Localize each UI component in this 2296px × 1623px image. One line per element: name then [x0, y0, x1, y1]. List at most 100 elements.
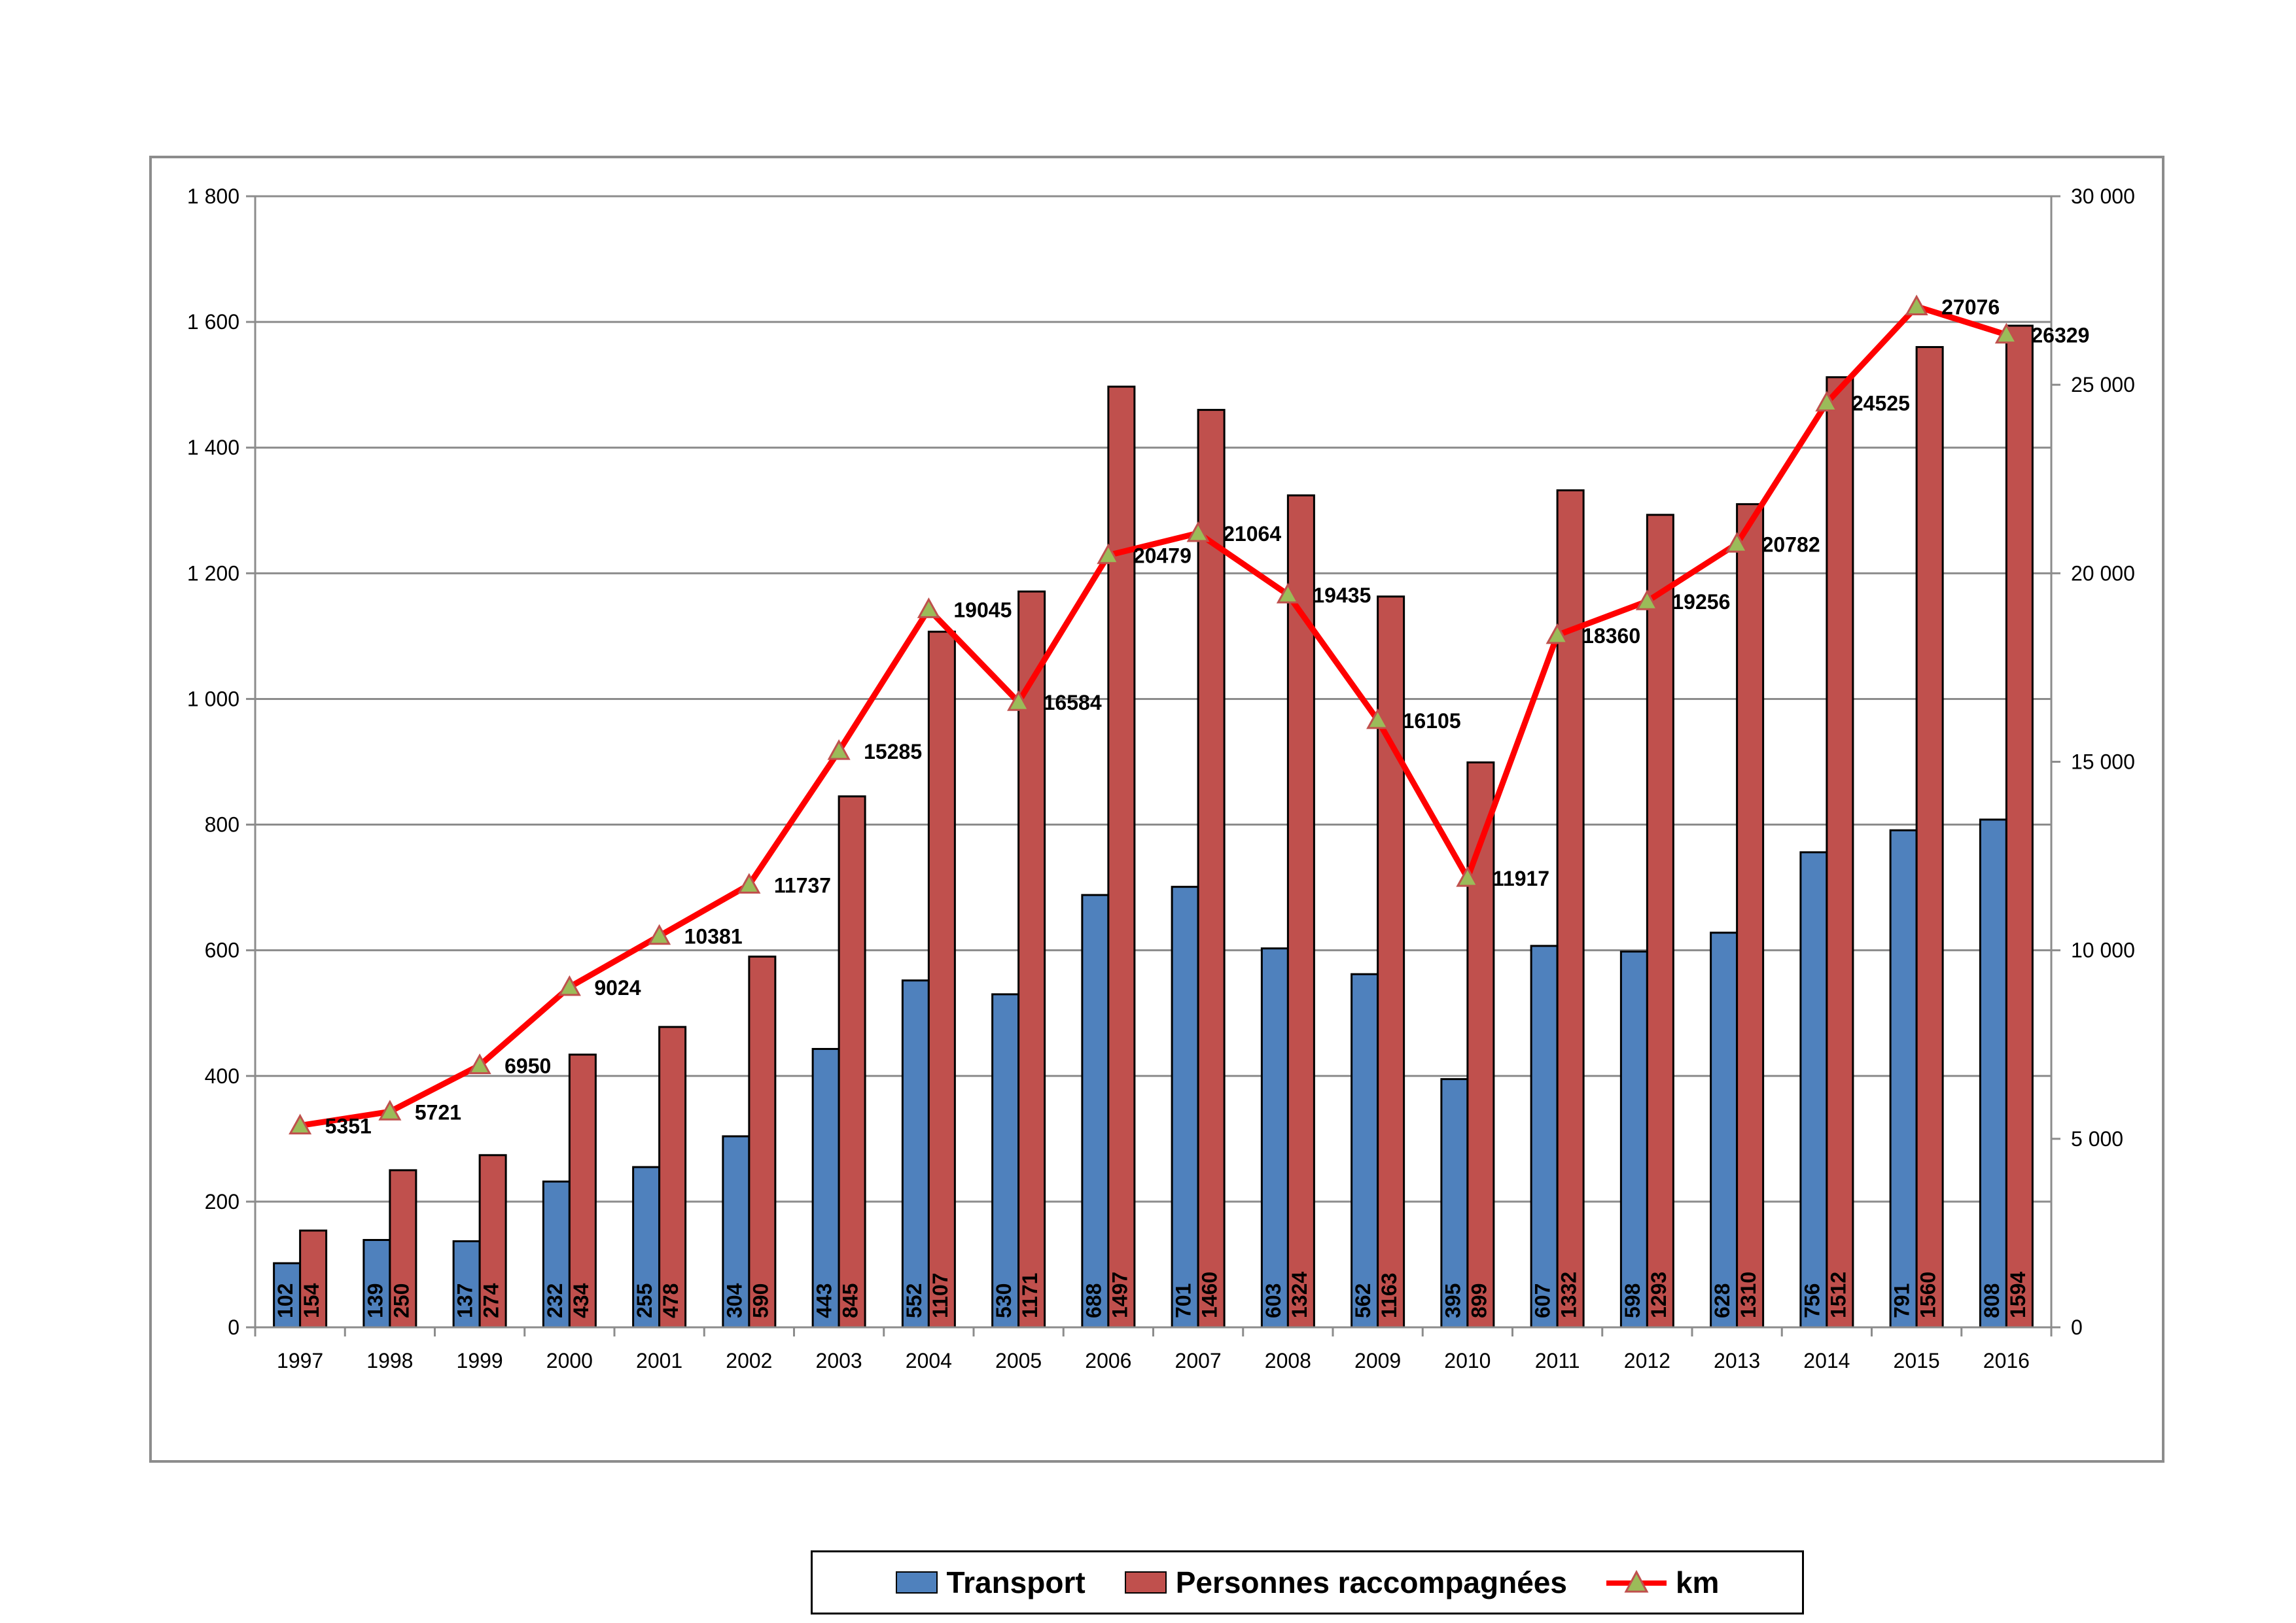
bar-label-transport: 530 [992, 1283, 1016, 1318]
right-axis-tick-label: 15 000 [2071, 750, 2135, 774]
km-label: 11917 [1492, 867, 1549, 890]
x-axis-tick-label: 1999 [457, 1349, 503, 1372]
x-axis-tick-label: 2008 [1265, 1349, 1311, 1372]
left-axis-tick-label: 1 400 [187, 436, 239, 459]
bar-transport [1799, 851, 1828, 1329]
x-axis-tick-label: 2012 [1624, 1349, 1670, 1372]
km-point [737, 873, 761, 894]
bar-personnes [1556, 489, 1585, 1329]
bar-label-transport: 562 [1351, 1283, 1375, 1318]
bar-transport [1260, 947, 1289, 1329]
bar-personnes [748, 955, 777, 1329]
bar-personnes [1915, 346, 1944, 1329]
bar-personnes [1826, 376, 1854, 1329]
x-axis-tick-label: 1997 [277, 1349, 323, 1372]
bar-personnes [568, 1053, 597, 1329]
x-axis-tick-label: 2000 [546, 1349, 593, 1372]
km-label: 5351 [325, 1115, 372, 1138]
legend-label-personnes: Personnes raccompagnées [1175, 1565, 1567, 1599]
km-point [917, 597, 940, 618]
legend-swatch-personnes [1124, 1571, 1167, 1594]
bar-personnes [1466, 761, 1495, 1329]
x-axis-tick-label: 2006 [1085, 1349, 1131, 1372]
left-axis-tick-label: 400 [205, 1064, 239, 1088]
bar-label-transport: 791 [1890, 1283, 1914, 1318]
bar-label-personnes: 1497 [1108, 1272, 1131, 1318]
bar-label-personnes: 1163 [1377, 1273, 1401, 1318]
km-point [1545, 623, 1569, 644]
bar-transport [991, 993, 1020, 1329]
km-line [289, 294, 2018, 1135]
km-point [1635, 589, 1659, 610]
x-axis-tick-label: 2002 [726, 1349, 772, 1372]
data-labels: 102 139 137 232 255 304 443 552 530 688 701 603 562 3… [274, 296, 2089, 1318]
bar-label-personnes: 1560 [1916, 1272, 1940, 1318]
legend-entry-personnes: Personnes raccompagnées [1124, 1565, 1567, 1600]
km-label: 24525 [1852, 392, 1910, 415]
bar-personnes [1286, 494, 1315, 1329]
bar-personnes [838, 795, 866, 1329]
km-label: 27076 [1941, 296, 2000, 319]
left-axis-tick-label: 1 600 [187, 310, 239, 334]
x-axis-tick-label: 1998 [366, 1349, 413, 1372]
bar-transport [811, 1047, 840, 1329]
km-point [1456, 866, 1479, 887]
bar-label-transport: 756 [1800, 1283, 1824, 1318]
legend-line-km [1606, 1569, 1667, 1596]
bar-label-personnes: 1460 [1198, 1272, 1222, 1318]
x-axis-tick-label: 2007 [1175, 1349, 1222, 1372]
gridlines [255, 195, 2051, 1203]
legend-label-km: km [1675, 1565, 1720, 1599]
km-label: 21064 [1223, 522, 1281, 546]
bar-personnes [1377, 595, 1405, 1329]
km-point [1366, 708, 1390, 729]
axes [246, 195, 2060, 1336]
left-axis-tick-label: 600 [205, 939, 239, 962]
km-point [378, 1100, 402, 1121]
km-label: 10381 [684, 925, 743, 949]
bar-transport [1351, 973, 1379, 1329]
chart-svg: 0 200 400 600 800 1 000 1 200 1 400 1 600 1 800 0 5… [187, 184, 2135, 1372]
tick-labels: 0 200 400 600 800 1 000 1 200 1 400 1 600 1 800 0 5… [187, 184, 2135, 1372]
bar-label-transport: 232 [543, 1283, 567, 1318]
km-point [648, 924, 671, 945]
left-axis-tick-label: 200 [205, 1190, 239, 1213]
bar-label-transport: 628 [1710, 1283, 1734, 1318]
km-label: 19256 [1672, 590, 1730, 614]
bar-label-personnes: 899 [1467, 1283, 1491, 1318]
km-label: 15285 [864, 740, 922, 763]
bar-label-transport: 607 [1531, 1283, 1555, 1318]
bar-transport [1081, 894, 1110, 1329]
bar-transport [1889, 829, 1918, 1329]
x-axis-tick-label: 2003 [816, 1349, 862, 1372]
km-series-line [299, 304, 2007, 1129]
bar-personnes [927, 631, 956, 1329]
left-axis-tick-label: 1 200 [187, 561, 239, 585]
km-point [1007, 690, 1031, 711]
bar-label-transport: 598 [1621, 1283, 1644, 1318]
bar-label-transport: 304 [722, 1283, 746, 1318]
km-label: 16105 [1403, 709, 1461, 733]
bar-personnes [2005, 324, 2034, 1329]
bar-personnes [478, 1154, 507, 1329]
bar-transport [1619, 951, 1648, 1329]
km-point [827, 739, 851, 760]
bar-label-personnes: 434 [569, 1283, 593, 1318]
left-axis-tick-label: 0 [228, 1316, 239, 1339]
x-axis-tick-label: 2005 [995, 1349, 1042, 1372]
legend-label-transport: Transport [946, 1565, 1086, 1599]
bar-personnes [1197, 409, 1226, 1329]
bar-label-personnes: 845 [839, 1283, 862, 1318]
bar-transport [901, 979, 930, 1329]
km-label: 5721 [415, 1100, 461, 1124]
km-label: 20782 [1762, 532, 1820, 556]
km-point [1994, 323, 2018, 344]
x-axis-tick-label: 2011 [1535, 1349, 1580, 1372]
km-point [1097, 543, 1120, 565]
x-axis-tick-label: 2015 [1894, 1349, 1940, 1372]
chart-frame: 0 200 400 600 800 1 000 1 200 1 400 1 600 1 800 0 5… [149, 156, 2164, 1614]
right-axis-tick-label: 25 000 [2071, 373, 2135, 396]
bar-personnes [1017, 590, 1046, 1329]
bar-transport [1530, 945, 1559, 1329]
x-axis-tick-label: 2004 [906, 1349, 952, 1372]
